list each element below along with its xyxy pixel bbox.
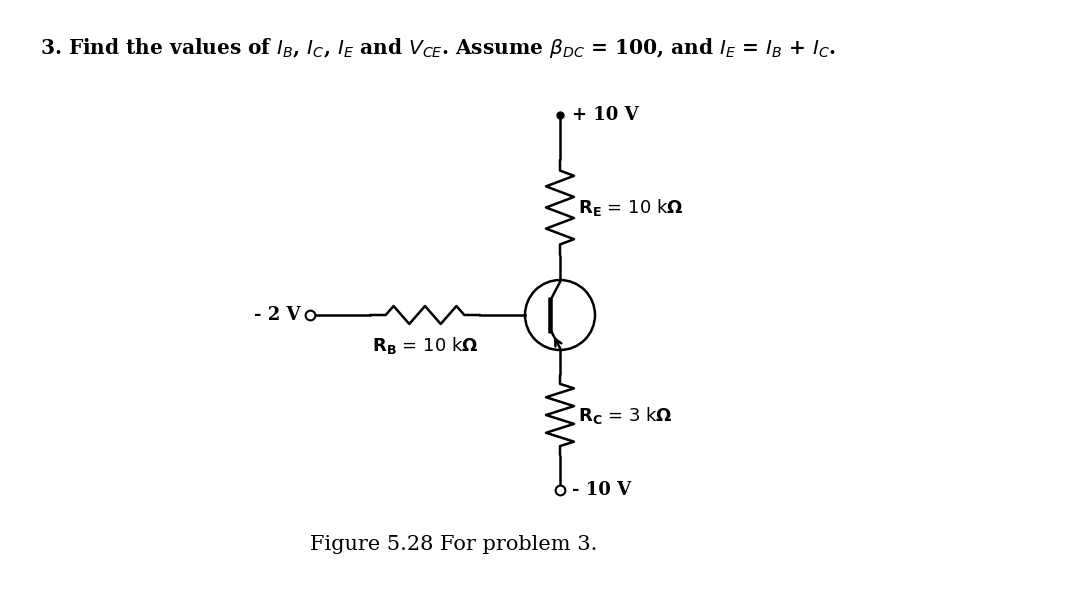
- Text: $\mathbf{R_E}$ = 10 k$\mathbf{\Omega}$: $\mathbf{R_E}$ = 10 k$\mathbf{\Omega}$: [578, 197, 684, 218]
- Text: $\mathbf{R_C}$ = 3 k$\mathbf{\Omega}$: $\mathbf{R_C}$ = 3 k$\mathbf{\Omega}$: [578, 405, 673, 425]
- Text: $\mathbf{R_B}$ = 10 k$\mathbf{\Omega}$: $\mathbf{R_B}$ = 10 k$\mathbf{\Omega}$: [372, 335, 478, 356]
- Text: - 2 V: - 2 V: [254, 306, 300, 324]
- Text: 3. Find the values of $I_B$, $I_C$, $I_E$ and $V_{CE}$. Assume $\beta_{DC}$ = 10: 3. Find the values of $I_B$, $I_C$, $I_E…: [40, 36, 836, 60]
- Text: - 10 V: - 10 V: [572, 481, 631, 499]
- Text: + 10 V: + 10 V: [572, 106, 638, 124]
- Text: Figure 5.28 For problem 3.: Figure 5.28 For problem 3.: [310, 535, 597, 554]
